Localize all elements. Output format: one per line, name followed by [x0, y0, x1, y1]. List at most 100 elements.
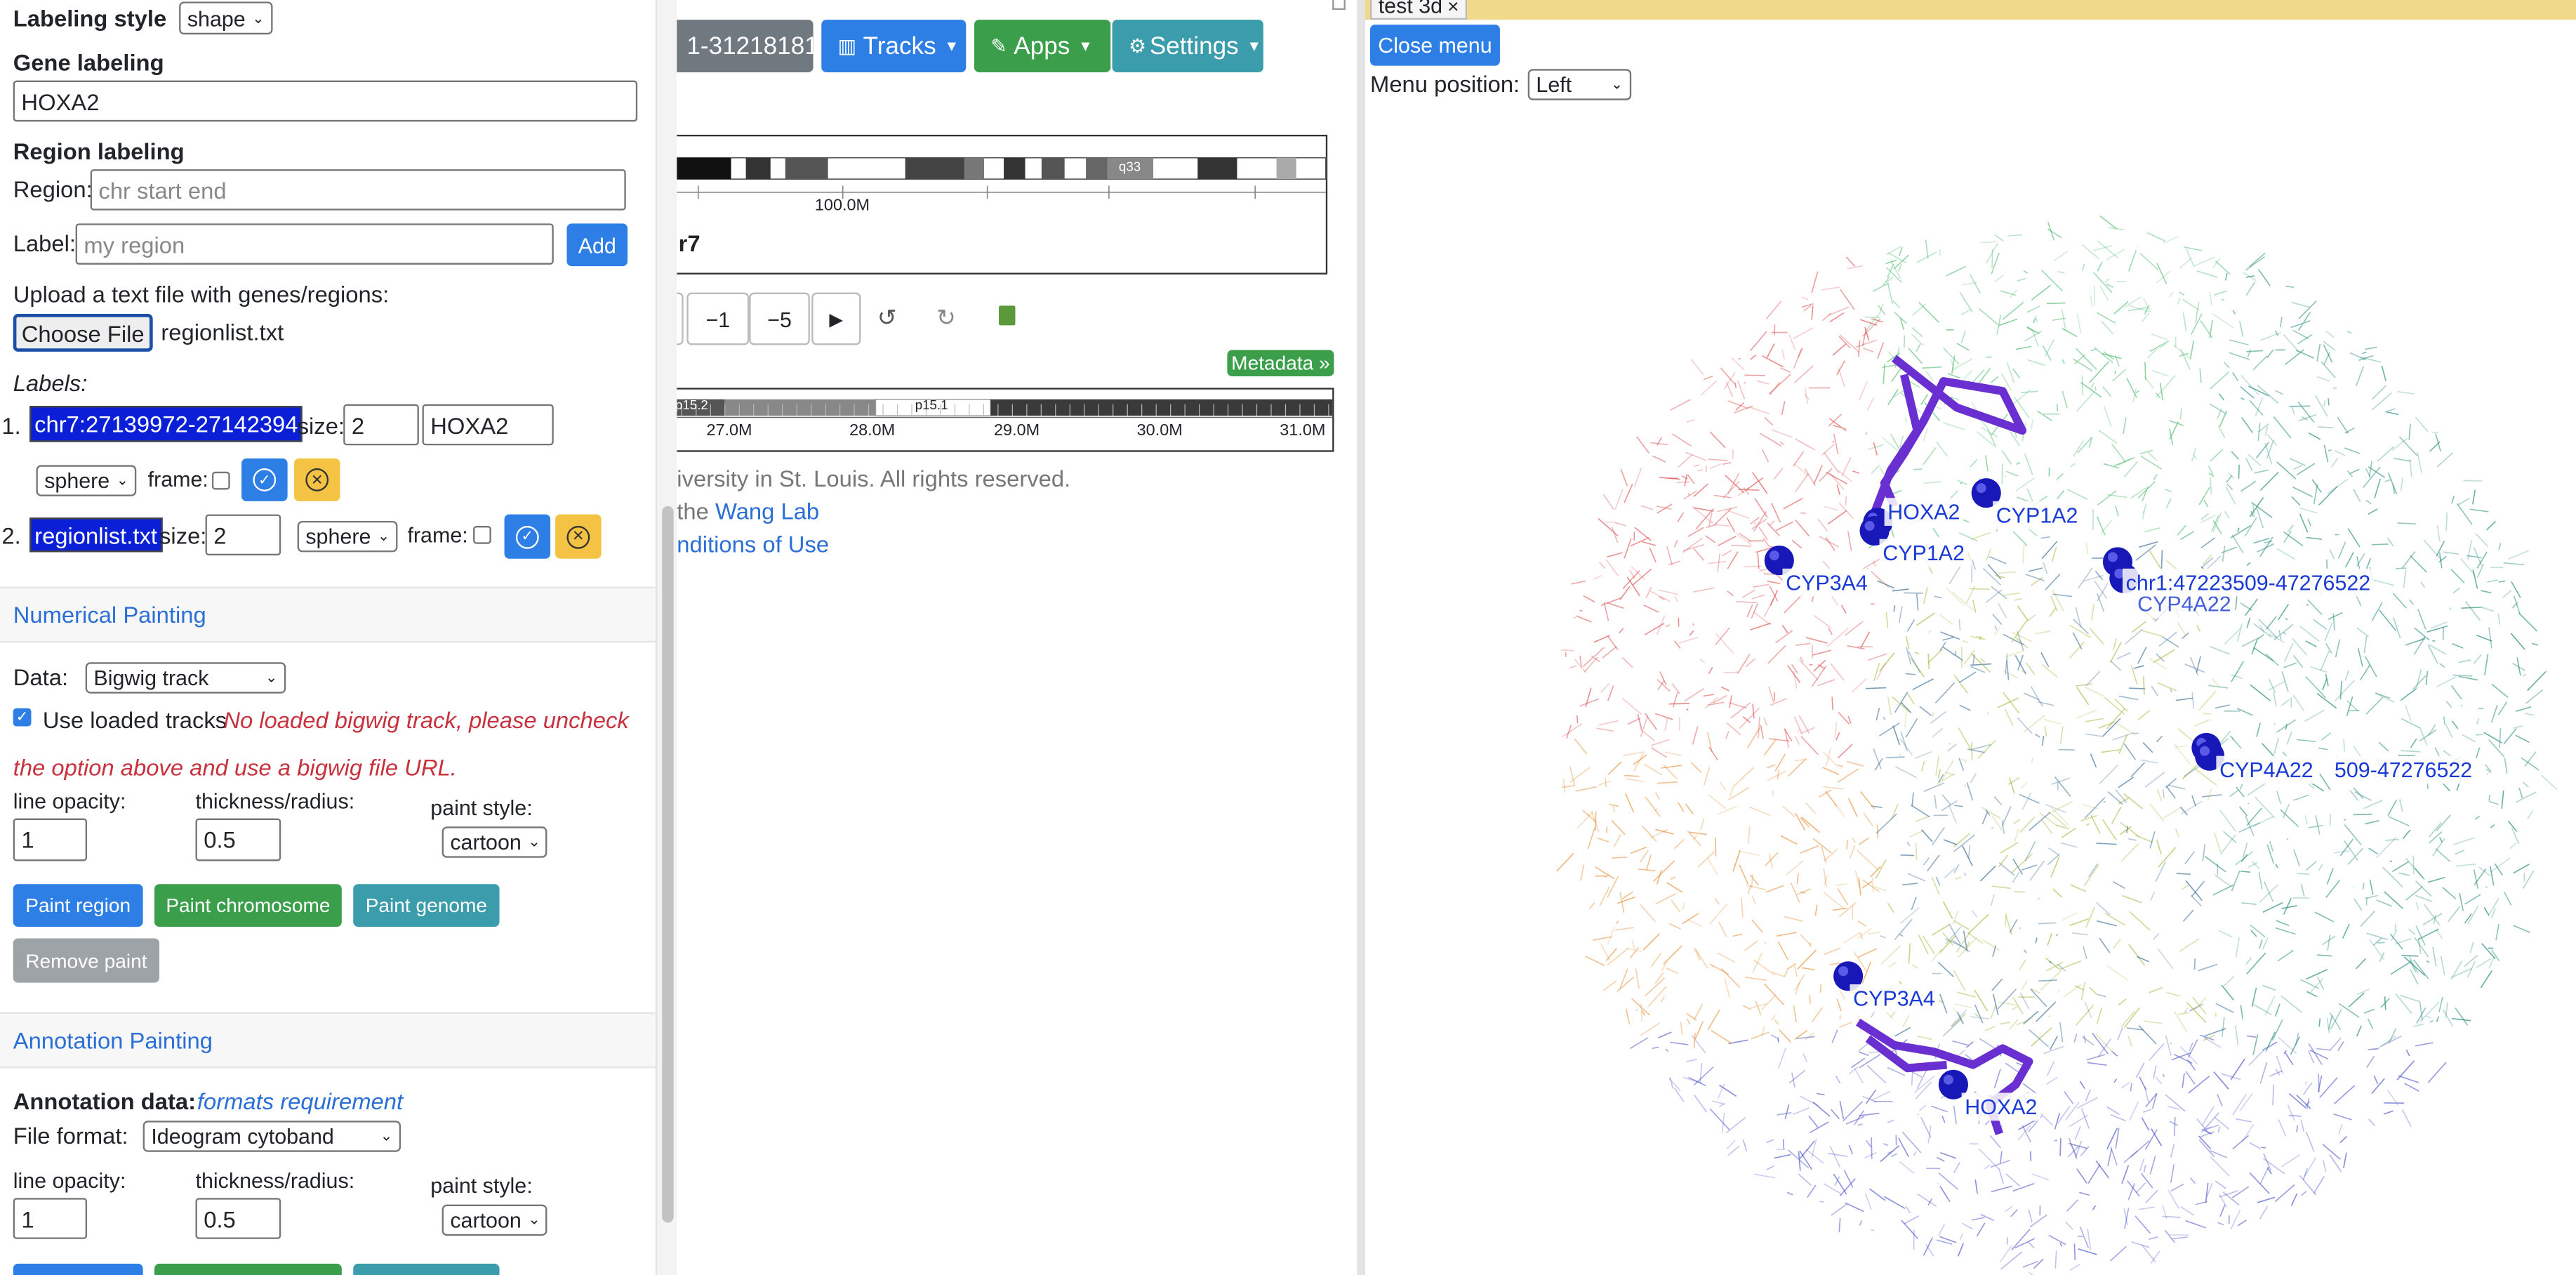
warning-text-cont: the option above and use a bigwig file U… — [13, 754, 457, 781]
label-name-highlight: chr7:27139972-27142394 — [29, 406, 303, 442]
file-format-select[interactable]: Ideogram cytoband ⌄ — [142, 1121, 401, 1152]
redo-icon[interactable]: ↻ — [936, 304, 956, 331]
zoom-out-1-button[interactable]: −1 — [686, 292, 750, 345]
add-region-button[interactable]: Add — [566, 223, 628, 267]
labeling-style-value: shape — [187, 6, 246, 31]
style-label: paint style: — [430, 1173, 533, 1198]
delete-label-button[interactable]: ✕ — [555, 514, 602, 559]
terms-link[interactable]: nditions of Use — [677, 531, 830, 557]
data-select[interactable]: Bigwig track ⌄ — [85, 662, 286, 694]
choose-file-button[interactable]: Choose File — [13, 314, 153, 352]
gene-marker-label: CYP1A2 — [1879, 539, 1968, 567]
frame-checkbox[interactable] — [211, 471, 230, 490]
viewer-tab-title: test 3d — [1378, 0, 1443, 18]
panel-scrollbar[interactable] — [655, 0, 677, 1275]
scrollbar-thumb[interactable] — [662, 506, 674, 1223]
paint-genome-button[interactable] — [353, 1263, 500, 1275]
thickness-input[interactable]: 0.5 — [195, 818, 281, 861]
annotation-painting-header[interactable]: Annotation Painting — [0, 1012, 656, 1069]
size-label: size: — [297, 412, 345, 439]
delete-label-button[interactable]: ✕ — [293, 458, 340, 501]
ideogram-svg — [677, 157, 1327, 199]
close-icon[interactable]: × — [1447, 0, 1459, 18]
metadata-button[interactable]: Metadata » — [1227, 350, 1334, 376]
ruler-tick-label: 28.0M — [849, 422, 896, 441]
check-circle-icon: ✓ — [253, 468, 277, 491]
paint-style-value: cartoon — [450, 1208, 522, 1233]
size-label: size: — [159, 522, 207, 549]
ruler-tick-label: 30.0M — [1136, 422, 1183, 441]
labeling-style-select[interactable]: shape ⌄ — [179, 1, 273, 35]
piano-icon: ▥ — [837, 34, 857, 58]
labels-title: Labels: — [13, 369, 88, 397]
ruler-band-label: p15.1 — [915, 397, 948, 413]
apps-menu-button[interactable]: ✎ Apps ▼ — [974, 20, 1111, 72]
viewer-3d: test 3d × Close menu Menu position: Left ⌄… — [1365, 0, 2576, 1275]
gene-marker-label: CYP4A22 — [2216, 755, 2317, 784]
region-input[interactable]: chr start end — [90, 169, 626, 211]
label-shape-value: sphere — [44, 468, 110, 494]
opacity-input[interactable]: 1 — [13, 818, 88, 861]
opacity-input[interactable]: 1 — [13, 1198, 88, 1239]
chevron-down-icon: ▼ — [1078, 37, 1093, 55]
panel-divider[interactable] — [1357, 0, 1366, 1275]
genome-3d-structure[interactable] — [1365, 0, 2576, 1275]
gene-marker-label: HOXA2 — [1961, 1092, 2041, 1121]
label-size-input[interactable]: 2 — [343, 404, 419, 446]
chevron-down-icon: ▼ — [944, 37, 960, 55]
locus-display[interactable]: 1-31218181 — [677, 20, 818, 72]
thickness-label: thickness/radius: — [195, 1168, 355, 1194]
chevron-down-icon: ⌄ — [528, 833, 540, 850]
play-button[interactable]: ▶ — [811, 292, 861, 345]
paint-region-button[interactable]: Paint region — [13, 884, 143, 927]
tracks-menu-button[interactable]: ▥ Tracks ▼ — [821, 20, 967, 72]
paint-chromosome-button[interactable] — [154, 1263, 342, 1275]
close-menu-button[interactable]: Close menu — [1370, 25, 1500, 66]
paint-style-select[interactable]: cartoon ⌄ — [441, 826, 547, 858]
label-input[interactable]: my region — [75, 223, 554, 265]
ideogram-tick-label: 100.0M — [814, 197, 870, 216]
paint-style-value: cartoon — [450, 829, 522, 855]
paint-chromosome-button[interactable]: Paint chromosome — [154, 884, 342, 927]
use-loaded-checkbox[interactable]: ✓ — [13, 708, 32, 727]
ideogram-band-label: q33 — [1118, 159, 1141, 175]
confirm-label-button[interactable]: ✓ — [504, 514, 551, 559]
label-text-input[interactable]: HOXA2 — [422, 404, 554, 446]
book-icon[interactable] — [999, 305, 1016, 326]
paint-region-button[interactable] — [13, 1263, 143, 1275]
paint-style-select[interactable]: cartoon ⌄ — [441, 1204, 547, 1236]
chevron-down-icon: ⌄ — [116, 471, 129, 489]
settings-menu-button[interactable]: ⚙ Settings ▼ — [1112, 20, 1263, 72]
remove-paint-button[interactable]: Remove paint — [13, 938, 160, 983]
footer-credit: the Wang Lab — [677, 498, 819, 524]
numerical-painting-header[interactable]: Numerical Painting — [0, 586, 656, 643]
viewer-tab-bar — [1365, 0, 2576, 20]
zoom-out-5-button[interactable]: −5 — [749, 292, 810, 345]
small-checkbox[interactable] — [1332, 0, 1346, 11]
confirm-label-button[interactable]: ✓ — [241, 458, 288, 501]
viewer-tab[interactable]: test 3d × — [1370, 0, 1468, 20]
label-shape-select[interactable]: sphere ⌄ — [297, 520, 398, 553]
wang-lab-link[interactable]: Wang Lab — [715, 498, 820, 524]
label-shape-select[interactable]: sphere ⌄ — [36, 465, 137, 496]
x-circle-icon: ✕ — [305, 468, 329, 491]
thickness-label: thickness/radius: — [195, 788, 355, 814]
gene-marker-label: CYP3A4 — [1782, 568, 1871, 597]
thickness-input[interactable]: 0.5 — [195, 1198, 281, 1239]
undo-icon[interactable]: ↺ — [877, 304, 897, 331]
paint-genome-button[interactable]: Paint genome — [353, 884, 500, 927]
chevron-down-icon: ⌄ — [528, 1210, 540, 1228]
chevron-down-icon: ⌄ — [380, 1127, 393, 1144]
chevron-down-icon: ⌄ — [1610, 75, 1624, 93]
frame-checkbox[interactable] — [473, 525, 491, 544]
formats-link[interactable]: formats requirement — [197, 1088, 404, 1114]
upload-text: Upload a text file with genes/regions: — [13, 281, 390, 308]
warning-text: No loaded bigwig track, please uncheck — [223, 706, 629, 733]
nav-button-partial[interactable] — [677, 292, 684, 345]
ruler-svg — [677, 399, 1333, 418]
gene-labeling-input[interactable]: HOXA2 — [13, 80, 638, 122]
label-size-input[interactable]: 2 — [205, 514, 281, 556]
annotation-data-label: Annotation data: — [13, 1088, 197, 1114]
left-menu-panel: Labeling style shape ⌄ Gene labeling HOXA… — [0, 0, 677, 1275]
menu-position-select[interactable]: Left ⌄ — [1527, 69, 1632, 100]
